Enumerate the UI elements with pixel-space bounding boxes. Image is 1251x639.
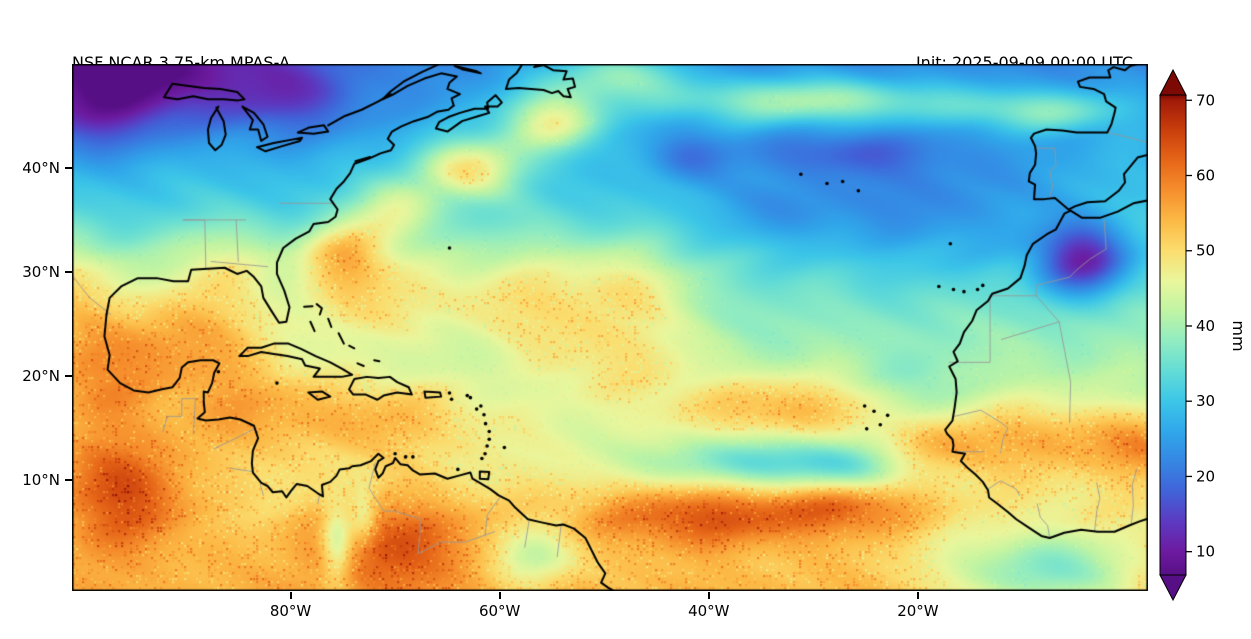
colorbar-tick-label-20: 20: [1196, 467, 1215, 485]
colorbar-gradient: [1159, 94, 1187, 576]
lat-tick-label-10: 10°N: [22, 470, 60, 489]
lon-tick-label-40: 40°W: [688, 602, 730, 620]
lon-tick-mark: [707, 592, 710, 599]
lat-tick-mark: [65, 478, 72, 481]
lat-tick-label-20: 20°N: [22, 366, 60, 385]
lat-tick-mark: [65, 374, 72, 377]
map-frame: [72, 64, 1148, 591]
lon-tick-label-80: 80°W: [269, 602, 312, 620]
colorbar-tick-label-60: 60: [1196, 167, 1215, 185]
colorbar-tick-label-30: 30: [1196, 392, 1215, 410]
colorbar-extend-max-arrow: [1159, 68, 1187, 96]
lon-tick-mark: [289, 592, 292, 599]
lon-tick-mark: [916, 592, 919, 599]
lat-tick-mark: [65, 166, 72, 169]
tpw-map-canvas: [72, 64, 1148, 591]
lon-tick-label-60: 60°W: [478, 602, 521, 620]
colorbar: 10 20 30 40 50 60 70 mm: [1159, 68, 1248, 602]
lon-tick-mark: [498, 592, 501, 599]
colorbar-unit-label: mm: [1229, 320, 1248, 351]
colorbar-extend-min-arrow: [1159, 574, 1187, 602]
lat-tick-mark: [65, 270, 72, 273]
lat-tick-label-40: 40°N: [22, 158, 60, 177]
colorbar-tick-label-70: 70: [1196, 91, 1215, 109]
colorbar-tick-label-40: 40: [1196, 317, 1215, 335]
lon-tick-label-20: 20°W: [897, 602, 939, 620]
lat-tick-label-30: 30°N: [22, 262, 60, 281]
colorbar-tick-label-50: 50: [1196, 242, 1215, 260]
colorbar-tick-label-10: 10: [1196, 543, 1215, 561]
